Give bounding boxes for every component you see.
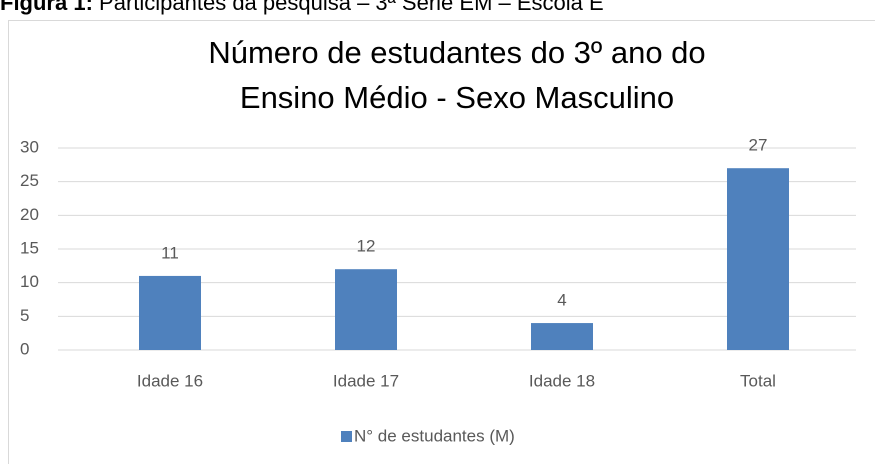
bar — [335, 269, 397, 350]
data-label: 27 — [749, 136, 768, 155]
bar — [139, 275, 201, 350]
data-label: 12 — [357, 237, 376, 256]
data-label: 11 — [161, 243, 179, 262]
legend-swatch — [341, 431, 352, 442]
y-tick-label: 25 — [20, 171, 39, 190]
x-tick-label: Idade 16 — [137, 371, 203, 390]
y-tick-label: 20 — [20, 205, 39, 224]
x-tick-label: Idade 18 — [529, 371, 595, 390]
caption-text: Participantes da pesquisa – 3ª Série EM … — [99, 0, 604, 15]
caption-label: Figura 1: — [0, 0, 93, 15]
chart-title: Número de estudantes do 3º ano do — [208, 35, 705, 70]
caption: Figura 1: Participantes da pesquisa – 3ª… — [0, 0, 604, 15]
bar — [531, 323, 593, 350]
x-tick-label: Total — [740, 371, 776, 390]
legend-label: N° de estudantes (M) — [354, 426, 515, 445]
y-tick-label: 10 — [20, 272, 39, 291]
bar — [727, 168, 789, 350]
x-tick-label: Idade 17 — [333, 371, 399, 390]
y-tick-label: 30 — [20, 137, 39, 156]
y-tick-label: 5 — [20, 306, 29, 325]
chart-title: Ensino Médio - Sexo Masculino — [240, 80, 674, 115]
y-tick-label: 0 — [20, 339, 29, 358]
data-label: 4 — [557, 291, 566, 310]
y-tick-label: 15 — [20, 238, 39, 257]
